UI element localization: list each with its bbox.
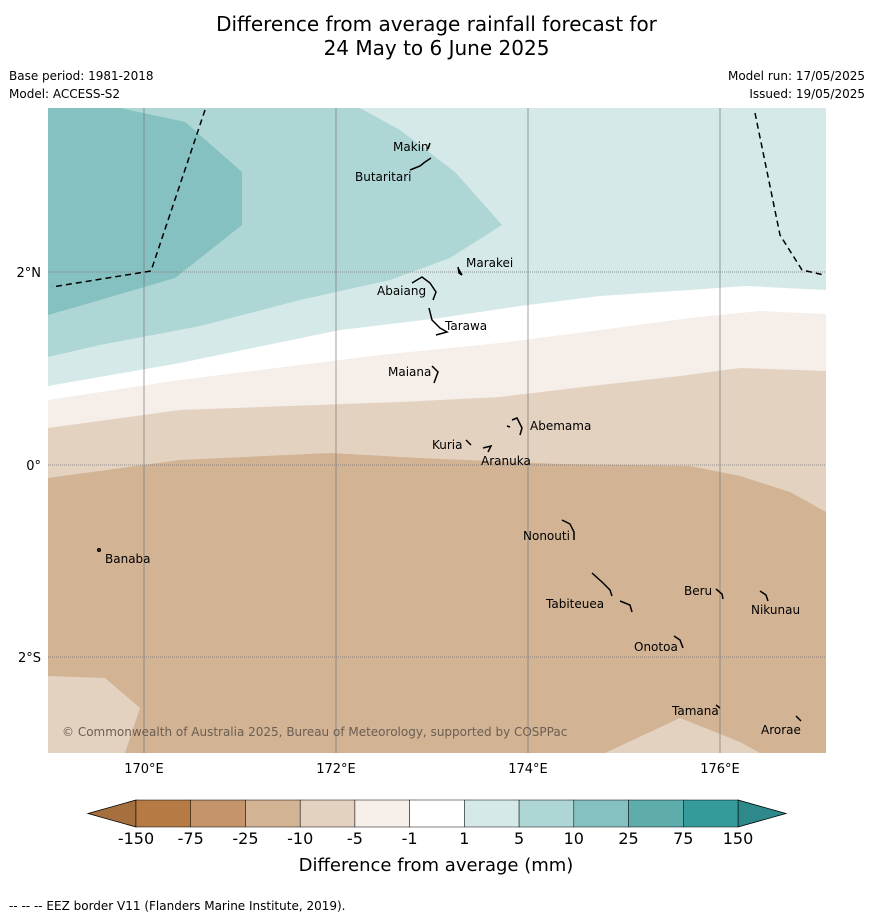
lat-label-0: 0° xyxy=(26,459,41,474)
colorbar-tick-label: -150 xyxy=(118,829,154,848)
island-banaba xyxy=(96,547,102,553)
copyright-text: © Commonwealth of Australia 2025, Bureau… xyxy=(62,725,567,739)
island-aranuka xyxy=(482,444,493,453)
label-tamana: Tamana xyxy=(671,704,719,718)
colorbar-swatch xyxy=(190,799,246,828)
lon-label-176e: 176°E xyxy=(700,762,740,777)
label-aranuka: Aranuka xyxy=(481,454,531,468)
eez-border xyxy=(51,109,825,288)
island-tarawa xyxy=(428,307,449,336)
colorbar-swatch xyxy=(299,799,356,828)
model-run-text: Model run: 17/05/2025 xyxy=(727,69,865,83)
island-kuria xyxy=(465,439,472,446)
eez-footnote: -- -- -- EEZ border V11 (Flanders Marine… xyxy=(9,899,346,913)
label-kuria: Kuria xyxy=(432,438,463,452)
island-abaiang xyxy=(411,276,437,301)
label-abemama: Abemama xyxy=(530,419,591,433)
label-beru: Beru xyxy=(684,584,712,598)
island-tabiteuea-north xyxy=(591,572,613,597)
colorbar-tick-label: 75 xyxy=(673,829,693,848)
colorbar-swatch xyxy=(135,799,191,828)
label-butaritari: Butaritari xyxy=(355,170,412,184)
label-maiana: Maiana xyxy=(388,365,431,379)
label-tarawa: Tarawa xyxy=(444,319,487,333)
island-arorae xyxy=(795,715,802,722)
colorbar-swatch xyxy=(464,799,520,828)
fill-patch-southeast xyxy=(605,718,760,753)
place-labels: Makin Butaritari Marakei Abaiang Tarawa … xyxy=(105,140,801,737)
colorbar-swatch xyxy=(354,799,410,828)
issued-text: Issued: 19/05/2025 xyxy=(749,87,865,101)
island-tamana xyxy=(715,704,721,709)
island-maiana xyxy=(431,365,439,384)
label-tabiteuea: Tabiteuea xyxy=(545,597,604,611)
colorbar-swatch xyxy=(245,799,301,828)
colorbar-swatch xyxy=(683,799,739,828)
colorbar-tick-label: -5 xyxy=(347,829,363,848)
lon-label-170e: 170°E xyxy=(124,762,164,777)
fill-patch-southwest xyxy=(48,676,140,753)
colorbar-swatch xyxy=(628,799,684,828)
colorbar-title: Difference from average (mm) xyxy=(299,855,574,876)
fill-band-wetter xyxy=(48,108,242,315)
island-nonouti xyxy=(561,519,575,540)
label-makin: Makin xyxy=(393,140,429,154)
island-butaritari xyxy=(409,157,432,171)
island-marakei xyxy=(457,266,463,276)
label-abaiang: Abaiang xyxy=(377,284,426,298)
label-onotoa: Onotoa xyxy=(634,640,678,654)
colorbar-extend-low xyxy=(86,799,137,828)
island-onotoa xyxy=(673,635,684,649)
colorbar-tick-label: -10 xyxy=(287,829,313,848)
island-abemama xyxy=(511,417,523,436)
graticule xyxy=(48,108,826,753)
model-text: Model: ACCESS-S2 xyxy=(9,87,121,101)
colorbar-tick-label: 10 xyxy=(564,829,584,848)
island-makin xyxy=(427,142,431,150)
colorbar-tick-label: -1 xyxy=(402,829,418,848)
map-title: Difference from average rainfall forecas… xyxy=(0,12,873,60)
colorbar-tick-label: 25 xyxy=(618,829,638,848)
label-marakei: Marakei xyxy=(466,256,513,270)
eez-border-east xyxy=(754,112,825,276)
lat-label-2n: 2°N xyxy=(17,266,42,281)
colorbar-swatch xyxy=(573,799,629,828)
colorbar-swatch xyxy=(518,799,575,828)
colorbar-tick-label: -75 xyxy=(178,829,204,848)
lon-label-172e: 172°E xyxy=(316,762,356,777)
base-period-text: Base period: 1981-2018 xyxy=(9,69,154,83)
island-beru xyxy=(715,588,724,600)
info-left: Base period: 1981-2018 Model: ACCESS-S2 xyxy=(9,67,154,103)
island-tabiteuea-south xyxy=(619,600,633,613)
island-outlines xyxy=(96,142,802,722)
label-arorae: Arorae xyxy=(761,723,801,737)
island-abemama-islet xyxy=(506,425,511,428)
label-nikunau: Nikunau xyxy=(751,603,800,617)
lat-label-2s: 2°S xyxy=(18,651,41,666)
title-line-1: Difference from average rainfall forecas… xyxy=(216,12,657,36)
colorbar-swatch xyxy=(409,799,465,828)
colorbar: -150 -75 -25 -10 -5 -1 1 5 10 25 75 150 xyxy=(86,799,788,848)
info-right: Model run: 17/05/2025 Issued: 19/05/2025 xyxy=(728,67,865,103)
axis-labels: 170°E 172°E 174°E 176°E 2°N 0° 2°S xyxy=(17,266,740,777)
label-nonouti: Nonouti xyxy=(523,529,570,543)
colorbar-extend-high xyxy=(737,799,788,828)
title-line-2: 24 May to 6 June 2025 xyxy=(323,36,550,60)
colorbar-tick-label: 150 xyxy=(723,829,754,848)
lon-label-174e: 174°E xyxy=(508,762,548,777)
label-banaba: Banaba xyxy=(105,552,151,566)
colorbar-tick-label: 5 xyxy=(514,829,524,848)
island-nikunau xyxy=(759,590,769,602)
colorbar-tick-label: 1 xyxy=(459,829,469,848)
rainfall-fill-layers xyxy=(48,108,826,753)
colorbar-tick-label: -25 xyxy=(232,829,258,848)
